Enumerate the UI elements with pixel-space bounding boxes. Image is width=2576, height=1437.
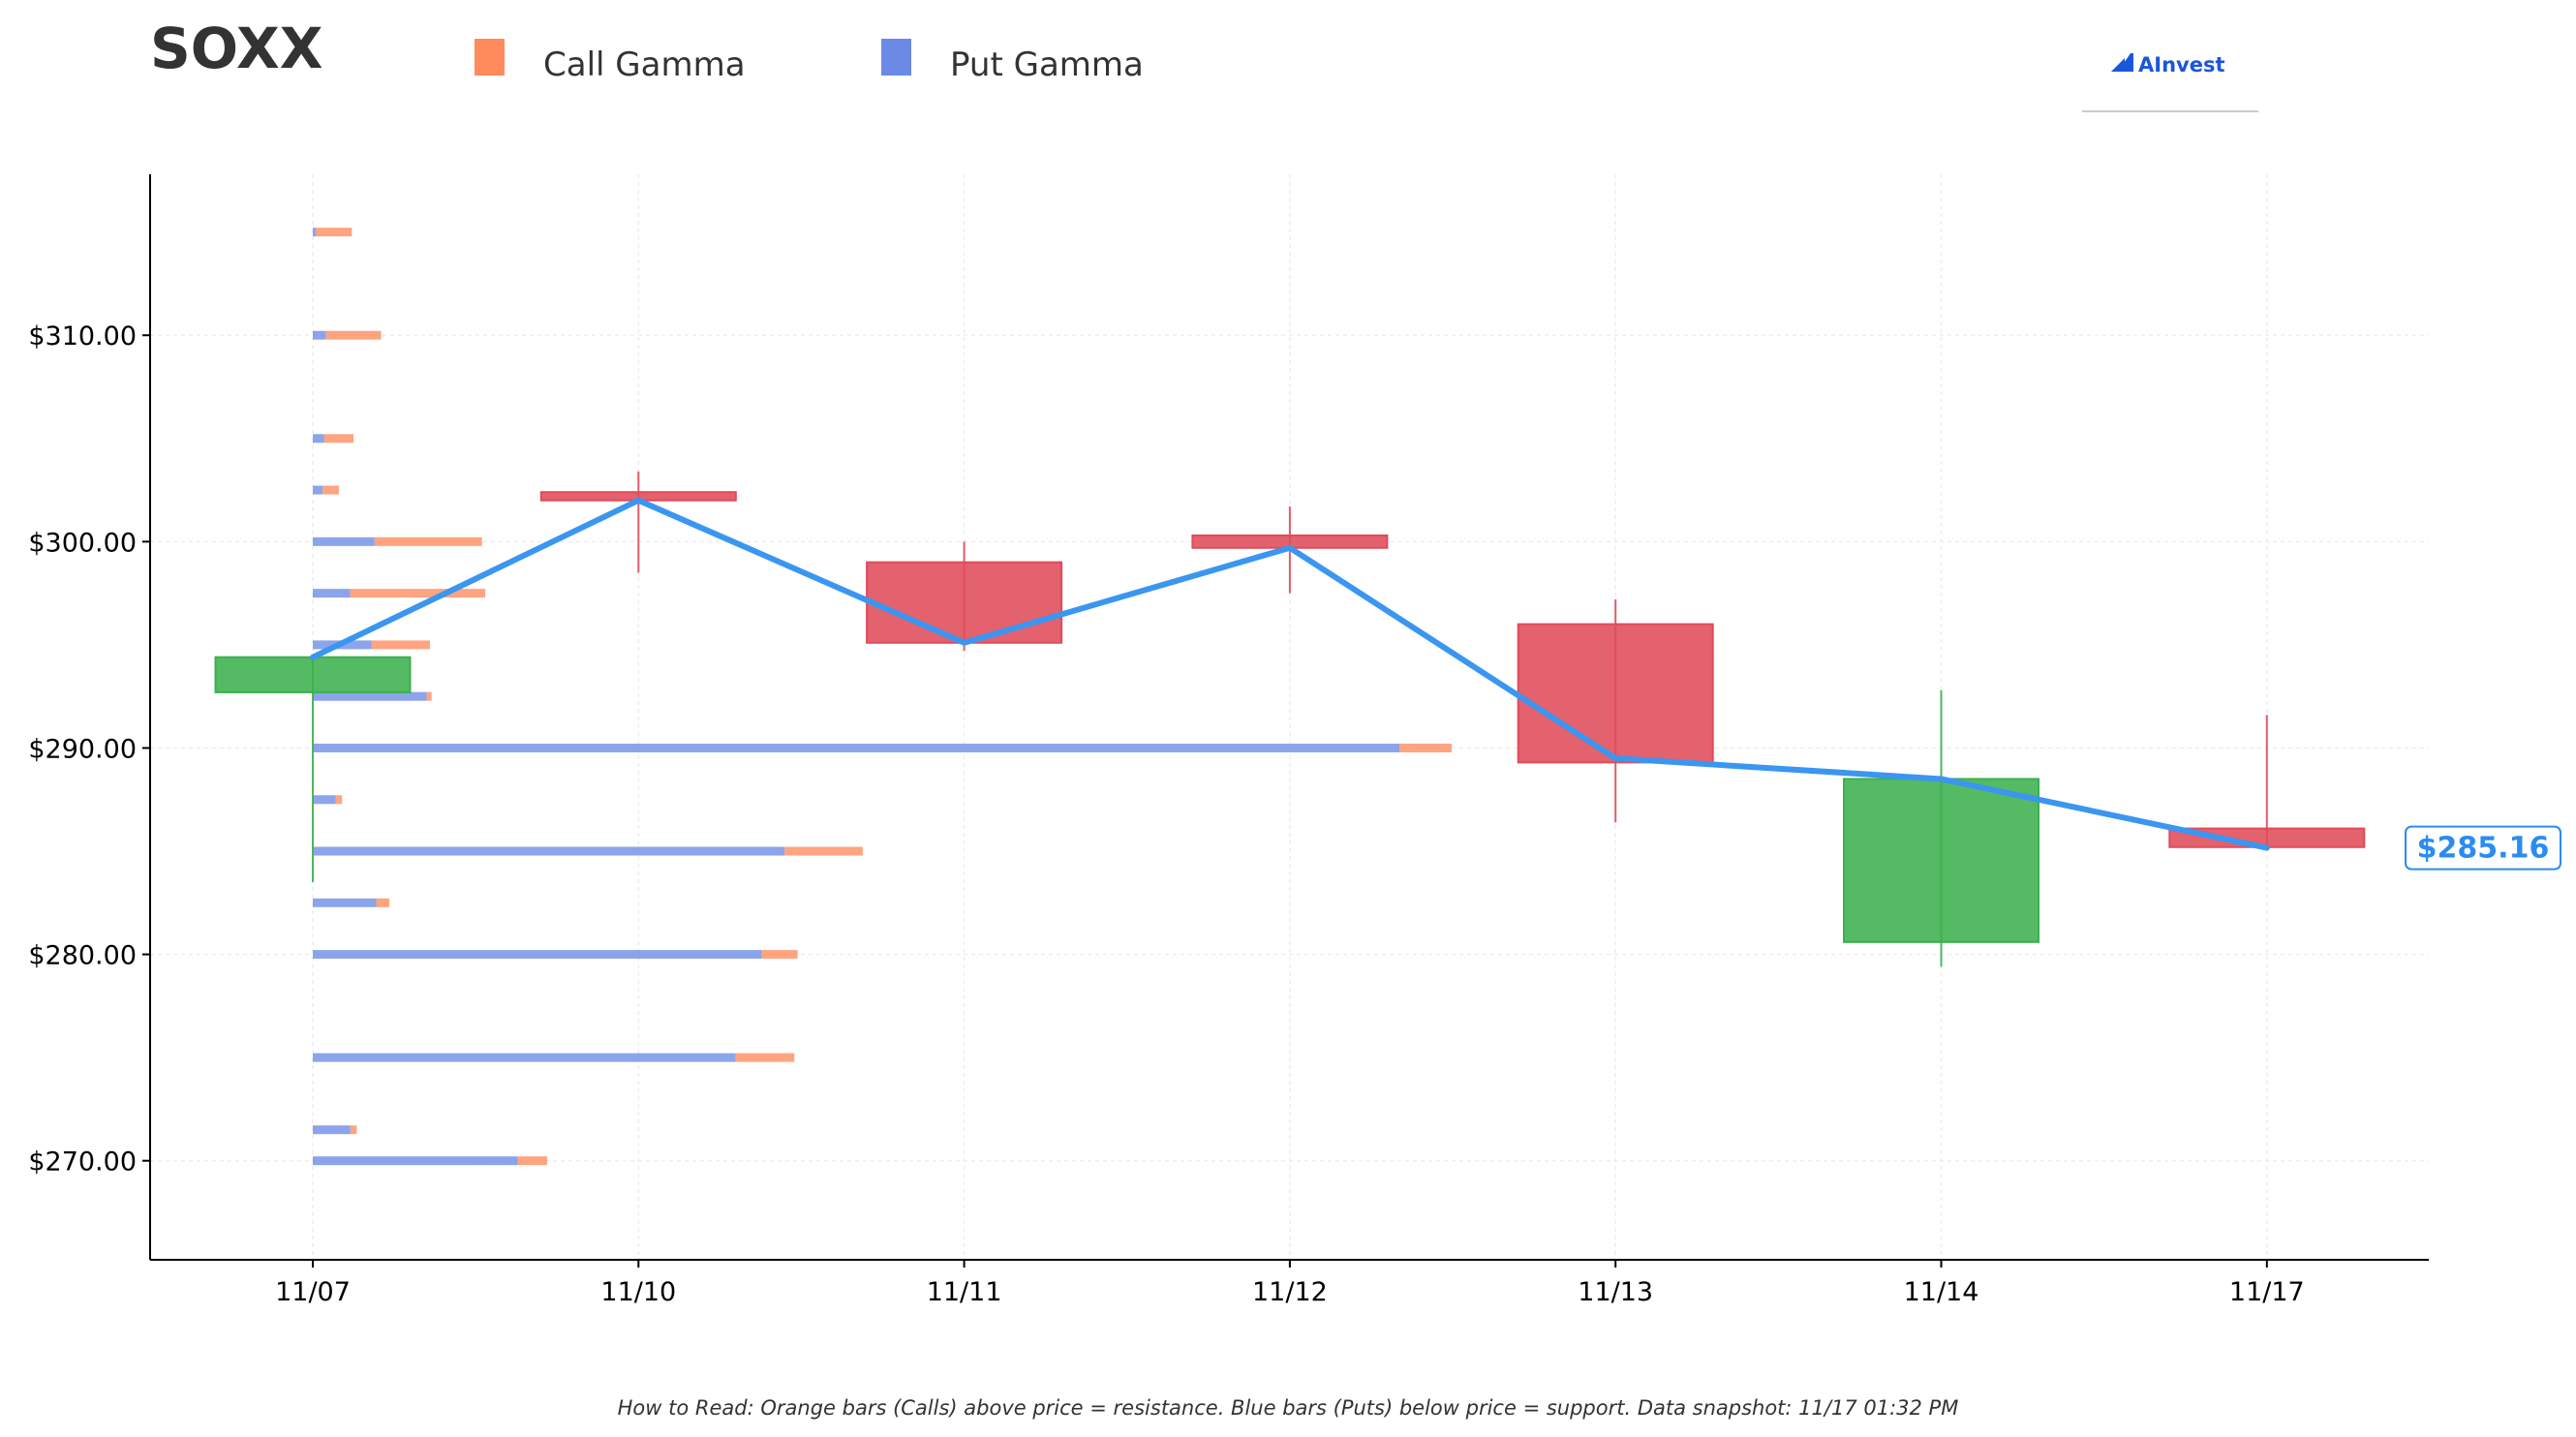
put-gamma-bar — [313, 846, 785, 856]
price-line — [310, 497, 2270, 851]
current-price-label: $285.16 — [2417, 832, 2550, 866]
put-gamma-bar — [313, 898, 377, 907]
ainvest-logo-text: AInvest — [2138, 53, 2225, 76]
put-gamma-bar — [313, 536, 375, 546]
y-tick-label: $300.00 — [28, 528, 137, 558]
call-gamma-bar — [322, 485, 339, 495]
put-gamma-bar — [313, 434, 324, 443]
ainvest-logo: AInvest — [2082, 53, 2258, 112]
how-to-read-footnote: How to Read: Orange bars (Calls) above p… — [618, 1396, 1959, 1420]
put-gamma-bar — [313, 1156, 518, 1166]
candle-body — [866, 561, 1063, 644]
call-gamma-bar — [376, 898, 389, 907]
x-tick-label: 11/10 — [600, 1277, 676, 1307]
y-tick-label: $310.00 — [28, 321, 137, 352]
grid — [150, 174, 2429, 1260]
call-gamma-legend-swatch — [475, 39, 505, 76]
put-gamma-legend-swatch — [881, 39, 911, 76]
put-gamma-bar — [313, 950, 762, 960]
put-gamma-bar — [313, 1053, 736, 1062]
y-tick-label: $270.00 — [28, 1147, 137, 1177]
call-gamma-bar — [316, 228, 353, 237]
call-gamma-bar — [371, 640, 430, 650]
y-tick-label: $280.00 — [28, 941, 137, 971]
put-gamma-bar — [313, 228, 317, 237]
call-gamma-legend-label: Call Gamma — [543, 46, 746, 84]
legend: Call Gamma Put Gamma — [475, 39, 1144, 84]
put-gamma-legend-label: Put Gamma — [950, 46, 1144, 84]
x-tick-label: 11/17 — [2229, 1277, 2305, 1307]
gamma-bars — [313, 228, 1452, 1166]
put-gamma-bar — [313, 330, 326, 340]
call-gamma-bar — [735, 1053, 795, 1062]
current-price-tag: $285.16 — [2405, 825, 2561, 871]
call-gamma-bar — [350, 1125, 357, 1135]
call-gamma-bar — [1399, 743, 1452, 752]
call-gamma-bar — [325, 330, 382, 340]
x-tick-label: 11/13 — [1578, 1277, 1653, 1307]
current-price-tag-box — [2405, 825, 2561, 871]
x-tick-label: 11/14 — [1904, 1277, 1979, 1307]
x-axis-ticks: 11/07 11/10 11/11 11/12 11/13 11/14 11/17 — [275, 1260, 2305, 1307]
candle-body — [214, 656, 412, 693]
x-tick-label: 11/11 — [927, 1277, 1002, 1307]
put-gamma-bar — [313, 691, 427, 701]
candle-body — [1517, 623, 1714, 764]
price-line-layer — [310, 497, 2270, 851]
call-gamma-bar — [350, 589, 486, 598]
call-gamma-bar — [323, 434, 353, 443]
call-gamma-bar — [761, 950, 798, 960]
x-tick-label: 11/07 — [275, 1277, 351, 1307]
put-gamma-bar — [313, 1125, 351, 1135]
call-gamma-bar — [426, 691, 432, 701]
y-axis-ticks: $270.00 $280.00 $290.00 $300.00 $310.00 — [28, 321, 150, 1177]
ticker-title: SOXX — [150, 15, 322, 81]
ainvest-logo-icon — [2111, 53, 2133, 72]
put-gamma-bar — [313, 589, 351, 598]
candle-body — [1843, 778, 2039, 943]
put-gamma-bar — [313, 743, 1400, 752]
call-gamma-bar — [335, 795, 343, 805]
y-tick-label: $290.00 — [28, 734, 137, 764]
call-gamma-bar — [517, 1156, 547, 1166]
candlesticks — [214, 471, 2366, 967]
call-gamma-bar — [374, 536, 482, 546]
put-gamma-bar — [313, 795, 336, 805]
call-gamma-bar — [784, 846, 863, 856]
put-gamma-bar — [313, 485, 323, 495]
x-tick-label: 11/12 — [1252, 1277, 1328, 1307]
